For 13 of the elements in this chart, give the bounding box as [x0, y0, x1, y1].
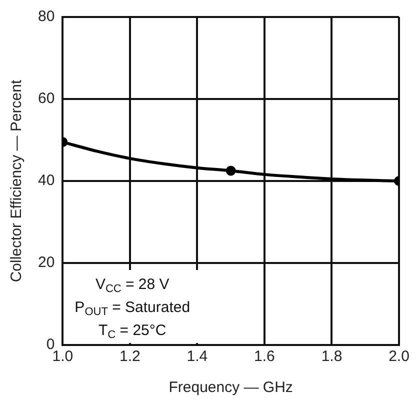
x-axis-title: Frequency — GHz: [168, 379, 293, 396]
x-tick-label: 1.8: [321, 348, 342, 366]
y-tick-label: 60: [38, 90, 55, 108]
y-tick-label: 40: [38, 172, 55, 190]
x-tick-label: 1.6: [254, 348, 275, 366]
x-tick-label: 1.0: [52, 348, 74, 366]
y-tick-label: 80: [38, 8, 55, 26]
y-axis-title: Collector Efficiency — Percent: [8, 79, 26, 282]
y-tick-label: 0: [46, 336, 55, 354]
x-tick-label: 1.4: [186, 348, 208, 366]
y-tick-label: 20: [38, 254, 55, 272]
x-tick-label: 2.0: [388, 348, 410, 366]
x-tick-label: 1.2: [120, 348, 140, 366]
